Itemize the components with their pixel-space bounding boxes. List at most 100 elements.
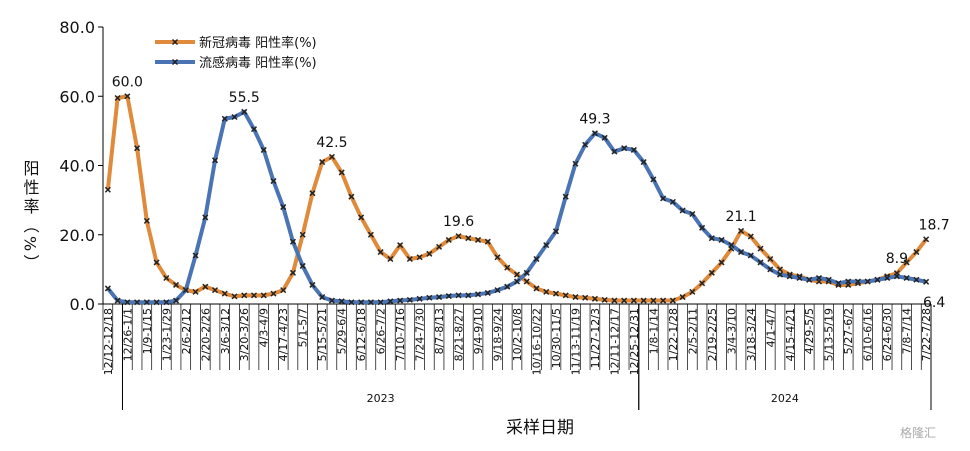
data-point [815,275,823,282]
data-point [640,297,647,304]
y-tick-label: 60.0 [59,87,95,106]
data-point [523,269,530,276]
data-point [231,293,238,300]
y-tick-label: 40.0 [59,157,95,176]
data-point [738,249,745,256]
data-point [562,193,569,200]
data-point [543,242,550,249]
data-point [718,259,725,266]
data-point [806,276,813,283]
data-point [591,130,598,137]
data-point [630,297,637,304]
x-tick-label: 7/22-7/28 [920,308,933,361]
data-point [572,160,579,167]
data-point [299,262,306,269]
data-point [650,176,657,183]
data-point [367,231,374,238]
x-tick-label: 2/5-2/11 [686,308,699,354]
data-point [679,207,686,214]
x-tick-label: 5/15-5/21 [316,308,329,361]
x-tick-label: 6/26-7/2 [375,308,388,354]
data-point [582,294,589,301]
x-tick-label: 10/16-10/22 [530,308,543,375]
data-point [280,287,287,294]
data-point [289,269,296,276]
data-point [465,292,472,299]
data-point [835,280,842,287]
x-tick-label: 1/9-1/15 [141,308,154,354]
data-point [309,281,316,288]
value-label: 19.6 [443,214,474,230]
data-point [143,299,150,306]
data-point [436,294,443,301]
x-tick-label: 10/30-11/5 [550,308,563,368]
data-point [319,159,326,166]
data-point [153,299,160,306]
data-point [231,113,238,121]
data-point [504,283,511,290]
data-point [260,292,267,299]
data-point [786,273,793,280]
legend-marker [171,38,179,46]
x-tick-label: 10/2-10/8 [511,308,524,361]
data-point [416,254,423,261]
data-point [241,108,248,115]
x-tick-label: 6/24-6/30 [881,308,894,361]
data-point [250,126,258,133]
data-point [338,169,345,176]
data-point [669,297,676,304]
data-point [923,278,930,285]
data-point [776,266,784,273]
x-tick-label: 7/10-7/16 [394,308,407,361]
year-label: 2023 [367,392,395,405]
data-point [494,287,501,294]
x-tick-label: 7/24-7/30 [414,308,427,361]
x-tick-label: 12/26-1/1 [121,308,134,361]
data-point [358,214,365,221]
data-point [913,276,920,283]
data-point [114,94,121,102]
data-point [241,292,248,299]
data-point [104,285,111,292]
data-point [338,298,345,305]
data-point [552,228,559,235]
data-point [767,266,774,273]
x-tick-label: 12/25-12/31 [628,308,641,375]
data-point [582,141,589,148]
data-point [650,297,657,304]
data-point [455,233,462,240]
data-point [523,278,530,285]
value-label: 21.1 [725,209,756,225]
data-point [202,283,209,290]
data-point [728,242,735,249]
data-point [699,224,706,231]
data-point [289,238,296,245]
data-point [163,275,170,282]
x-tick-label: 7/8-7/14 [901,308,914,354]
y-axis-label: 阳性率（%） [21,160,40,273]
data-point [436,243,443,250]
value-label: 6.4 [923,295,945,311]
legend-marker [171,58,179,66]
data-point [552,290,559,297]
data-point [406,296,413,303]
data-point [611,148,618,155]
data-point [260,146,267,153]
data-point [192,288,199,295]
data-point [173,281,180,288]
data-point [796,275,803,282]
data-point [864,278,871,285]
data-point [562,292,569,299]
data-point [221,290,228,297]
data-point [854,278,861,285]
x-tick-label: 12/11-12/17 [608,308,621,375]
x-tick-label: 5/29-6/4 [336,308,349,354]
data-point [884,275,891,282]
data-point [475,236,482,243]
x-tick-label: 3/4-3/10 [725,308,738,354]
data-point [601,134,608,141]
data-point [250,292,258,299]
x-tick-label: 4/17-4/23 [277,308,290,361]
data-point [893,273,900,280]
